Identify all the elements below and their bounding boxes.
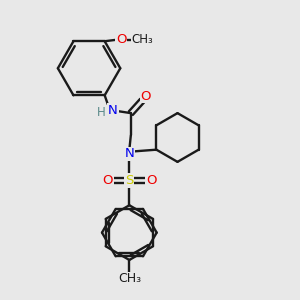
Text: H: H bbox=[97, 106, 106, 119]
Text: O: O bbox=[140, 90, 151, 103]
Text: O: O bbox=[116, 33, 126, 46]
Text: O: O bbox=[146, 174, 156, 187]
Text: CH₃: CH₃ bbox=[118, 272, 141, 286]
Text: N: N bbox=[108, 104, 118, 117]
Text: N: N bbox=[124, 147, 134, 160]
Text: CH₃: CH₃ bbox=[131, 33, 153, 46]
Text: S: S bbox=[125, 174, 134, 187]
Text: O: O bbox=[102, 174, 113, 187]
